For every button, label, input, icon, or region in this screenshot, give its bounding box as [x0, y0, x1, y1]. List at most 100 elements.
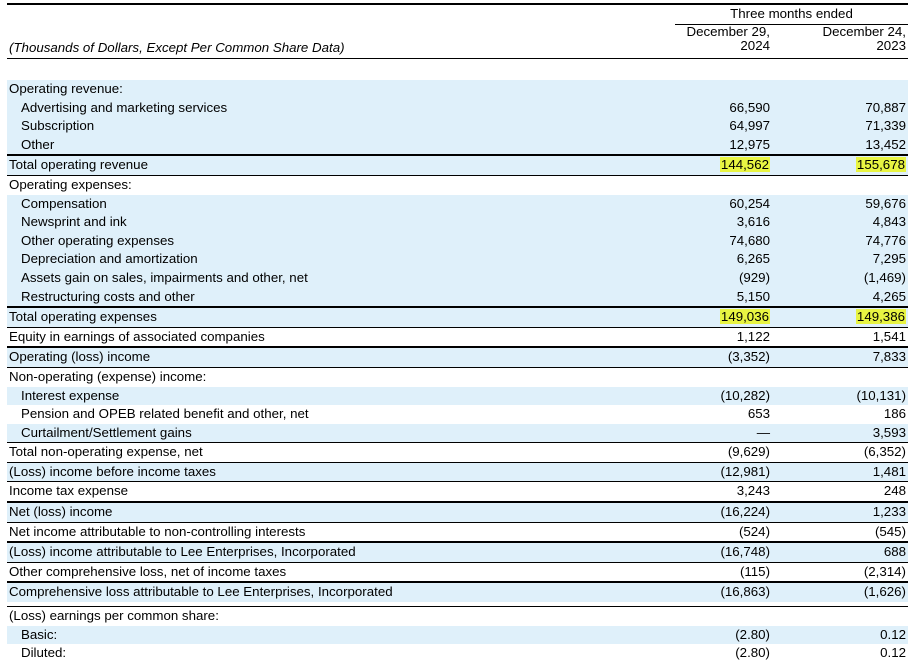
table-row: Pension and OPEB related benefit and oth… [7, 405, 908, 424]
row-label: Total operating revenue [9, 157, 148, 173]
value-2023: 186 [884, 405, 906, 424]
value-2023: (545) [875, 523, 906, 542]
cell-value: 144,562 [719, 157, 770, 173]
table-row: Total non-operating expense, net (9,629) (… [7, 442, 908, 462]
cell-value: 66,590 [729, 99, 770, 115]
value-2024: 3,616 [737, 213, 770, 232]
top-rule [7, 3, 908, 5]
cell-value: 0.12 [880, 645, 906, 661]
cell-value: 59,676 [865, 195, 906, 211]
table-row: Other 12,975 13,452 [7, 135, 908, 155]
value-2024: 144,562 [719, 156, 770, 175]
table-row: Advertising and marketing services 66,590… [7, 98, 908, 118]
cell-value: (2,314) [863, 563, 906, 579]
row-label: Operating (loss) income [9, 349, 151, 365]
cell-value: (12,981) [720, 463, 770, 479]
value-2023: 0.12 [880, 626, 906, 645]
value-2024: — [757, 424, 770, 443]
table-row: Operating revenue: [7, 80, 908, 99]
cell-value: 71,339 [865, 118, 906, 134]
row-label: Subscription [21, 118, 95, 134]
value-2024: (16,863) [720, 583, 770, 602]
value-2024: 653 [748, 405, 770, 424]
row-label: Interest expense [21, 387, 120, 403]
cell-value: (10,131) [856, 387, 906, 403]
row-label: Net (loss) income [9, 504, 113, 520]
value-2023: 13,452 [865, 136, 906, 155]
value-2024: 74,680 [729, 232, 770, 251]
row-label: Comprehensive loss attributable to Lee E… [9, 584, 393, 600]
table-row: Equity in earnings of associated compani… [7, 326, 908, 347]
value-2024: (3,352) [728, 348, 770, 367]
cell-value: (1,469) [863, 269, 906, 285]
value-2023: (6,352) [864, 443, 906, 462]
table-row: Operating expenses: [7, 174, 908, 195]
row-label: Income tax expense [9, 483, 129, 499]
cell-value: 3,616 [736, 214, 770, 230]
row-label: Non-operating (expense) income: [9, 368, 207, 384]
cell-value: 653 [747, 406, 770, 422]
cell-value: 74,680 [729, 232, 770, 248]
statement-rows: Operating revenue: Advertising and market… [7, 80, 908, 663]
cell-value: (16,748) [720, 544, 770, 560]
col2-header: December 24, 2023 [822, 25, 906, 53]
cell-value: 155,678 [855, 157, 906, 173]
cell-value: 74,776 [865, 232, 906, 248]
value-2024: (12,981) [720, 463, 770, 482]
cell-value: 4,843 [872, 214, 906, 230]
cell-value: 12,975 [729, 136, 770, 152]
row-label: Restructuring costs and other [21, 288, 195, 304]
value-2023: 7,833 [873, 348, 906, 367]
cell-value: (929) [738, 269, 770, 285]
row-label: Newsprint and ink [21, 214, 127, 230]
period-header: Three months ended [730, 6, 853, 21]
cell-value: (2.80) [735, 626, 770, 642]
value-2023: (10,131) [856, 387, 906, 406]
table-row: Non-operating (expense) income: [7, 366, 908, 387]
value-2023: (2,314) [864, 563, 906, 582]
row-label: Advertising and marketing services [21, 99, 228, 115]
cell-value: (115) [739, 563, 770, 579]
value-2024: (9,629) [728, 443, 770, 462]
value-2023: 59,676 [865, 195, 906, 214]
cell-value: 4,265 [872, 288, 906, 304]
cell-value: (545) [874, 523, 906, 539]
table-row: Total operating revenue 144,562 155,678 [7, 154, 908, 175]
cell-value: 7,295 [872, 251, 906, 267]
row-label: Other [21, 136, 55, 152]
value-2023: 1,233 [873, 503, 906, 522]
cell-value: 149,386 [855, 309, 906, 325]
col1-header-line1: December 29, [686, 24, 770, 39]
table-row: Net income attributable to non-controlli… [7, 521, 908, 542]
value-2023: 70,887 [865, 99, 906, 118]
row-label: Operating revenue: [9, 81, 123, 96]
table-row: Income tax expense 3,243 248 [7, 481, 908, 501]
cell-value: (9,629) [727, 444, 770, 460]
value-2023: 688 [884, 543, 906, 562]
value-2023: 155,678 [855, 156, 906, 175]
value-2024: 66,590 [729, 99, 770, 118]
row-label: Equity in earnings of associated compani… [9, 328, 265, 344]
table-row: Total operating expenses 149,036 149,386 [7, 306, 908, 327]
value-2023: 4,843 [873, 213, 906, 232]
cell-value: 64,997 [729, 118, 770, 134]
cell-value: — [756, 424, 770, 440]
value-2023: 0.12 [880, 644, 906, 663]
cell-value: 60,254 [729, 195, 770, 211]
cell-value: (10,282) [720, 387, 770, 403]
cell-value: (16,863) [720, 584, 770, 600]
value-2024: 64,997 [729, 117, 770, 136]
cell-value: (524) [738, 523, 770, 539]
cell-value: 1,122 [736, 328, 770, 344]
value-2024: (929) [739, 269, 770, 288]
col2-header-line1: December 24, [822, 24, 906, 39]
table-row: (Loss) income before income taxes (12,981… [7, 461, 908, 482]
row-label: Diluted: [21, 645, 67, 661]
cell-value: (1,626) [863, 584, 906, 600]
value-2023: 248 [884, 482, 906, 501]
value-2024: 5,150 [737, 288, 770, 307]
value-2023: 4,265 [873, 288, 906, 307]
cell-value: 6,265 [736, 251, 770, 267]
value-2023: 1,481 [873, 463, 906, 482]
row-label: (Loss) income before income taxes [9, 463, 216, 479]
